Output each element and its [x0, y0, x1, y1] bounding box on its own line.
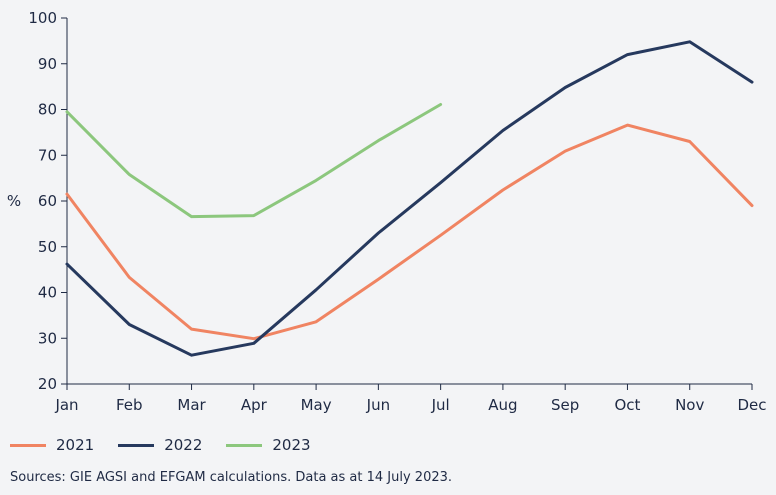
y-tick-label: 40	[38, 284, 57, 302]
y-tick-label: 50	[38, 238, 57, 256]
y-tick-label: 90	[38, 55, 57, 73]
y-tick-label: 30	[38, 329, 57, 347]
series-line-2021	[65, 123, 754, 341]
legend-label-2023: 2023	[272, 436, 311, 454]
line-chart: 20 30 40 50 60 70 80 90 100 Jan Feb Mar Apr May Jun Ju…	[7, 9, 767, 414]
legend-label-2022: 2022	[164, 436, 203, 454]
x-tick-label: May	[301, 396, 332, 414]
y-ticks: 20 30 40 50 60 70 80 90 100	[28, 9, 67, 393]
source-note: Sources: GIE AGSI and EFGAM calculations…	[10, 470, 453, 485]
x-tick-label: Sep	[551, 396, 579, 414]
y-tick-label: 100	[28, 9, 57, 27]
x-tick-label: Feb	[116, 396, 143, 414]
series-line-2023	[65, 103, 443, 219]
series-line-2022	[65, 40, 754, 357]
x-tick-label: Nov	[675, 396, 704, 414]
series-lines	[65, 40, 754, 357]
x-tick-label: Mar	[177, 396, 206, 414]
x-tick-label: Jul	[431, 396, 450, 414]
y-tick-label: 80	[38, 101, 57, 119]
legend-item-2021: 2021	[10, 436, 94, 454]
y-tick-label: 20	[38, 375, 57, 393]
x-ticks: Jan Feb Mar Apr May Jun Jul Aug Sep Oct Nov Dec	[54, 384, 767, 414]
legend-swatch-2022	[118, 443, 155, 447]
y-tick-label: 70	[38, 146, 57, 164]
x-tick-label: Dec	[737, 396, 766, 414]
x-tick-label: Apr	[241, 396, 268, 414]
y-axis-label: %	[7, 192, 21, 210]
legend-label-2021: 2021	[56, 436, 95, 454]
y-tick-label: 60	[38, 192, 57, 210]
legend-swatch-2021	[10, 443, 46, 447]
legend-item-2022: 2022	[118, 436, 202, 454]
x-tick-label: Jan	[54, 396, 78, 414]
legend-item-2023: 2023	[226, 436, 311, 454]
legend-swatch-2023	[226, 443, 263, 447]
x-tick-label: Aug	[488, 396, 517, 414]
x-tick-label: Jun	[366, 396, 390, 414]
x-tick-label: Oct	[614, 396, 640, 414]
legend: 2021 2022 2023	[10, 436, 311, 454]
